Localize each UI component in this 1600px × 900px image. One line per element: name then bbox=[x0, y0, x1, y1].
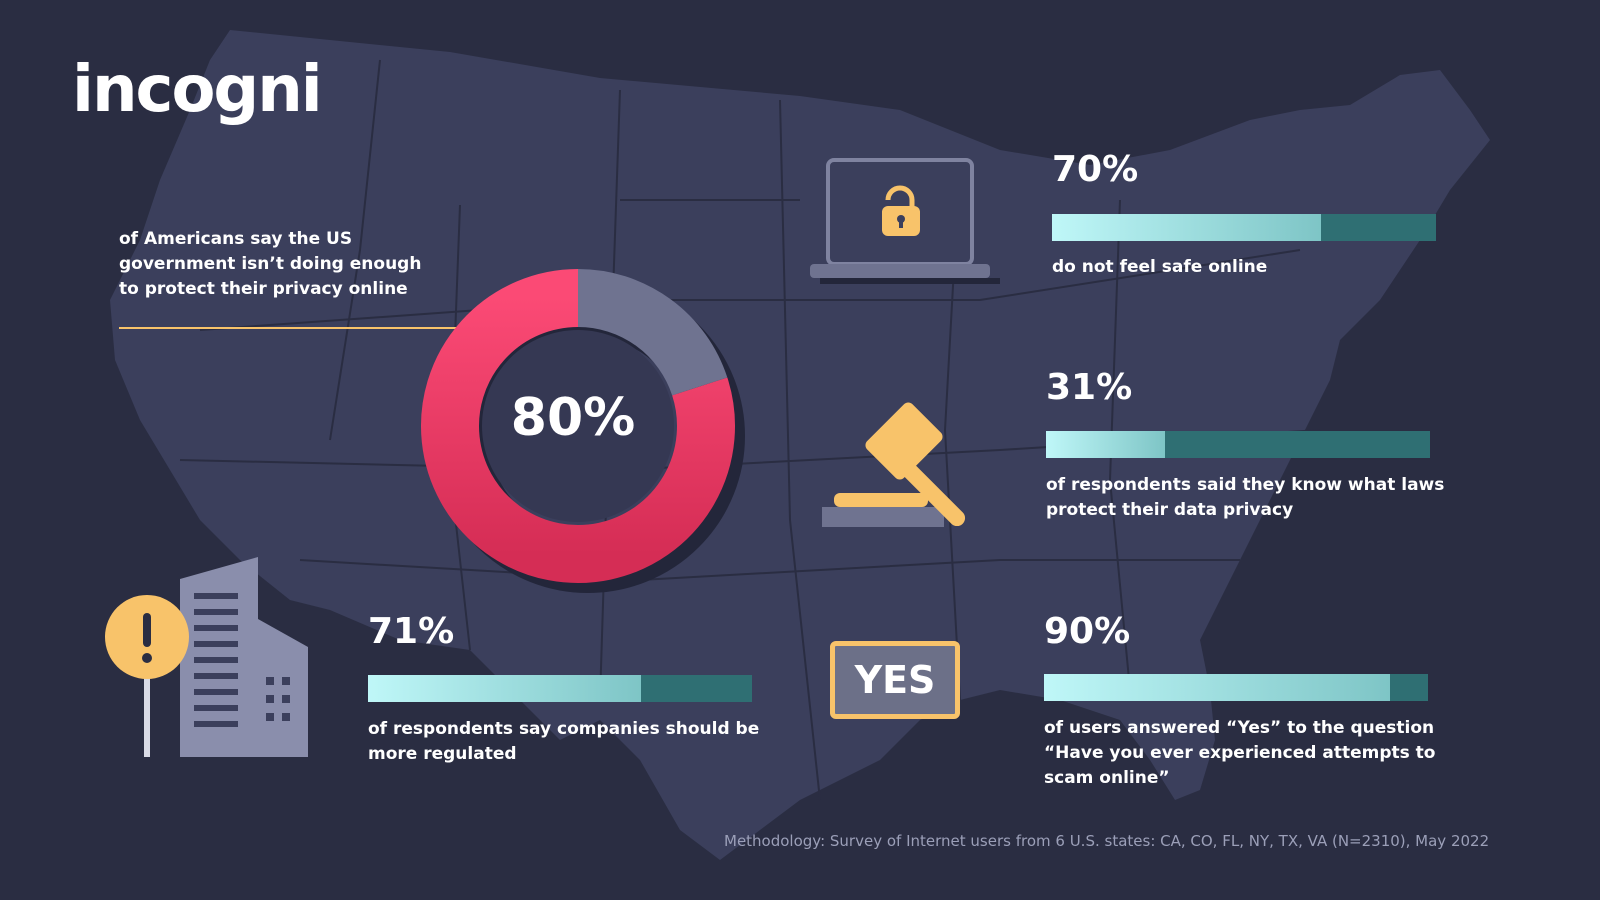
donut-value-label: 80% bbox=[510, 388, 636, 448]
stat-caption-1: do not feel safe online bbox=[1052, 257, 1268, 277]
stat-value-4: 90% bbox=[1044, 611, 1131, 652]
stat-bar-1 bbox=[1052, 214, 1436, 241]
donut-chart bbox=[421, 269, 745, 593]
methodology-note: Methodology: Survey of Internet users fr… bbox=[724, 832, 1490, 850]
stat-value-1: 70% bbox=[1052, 149, 1139, 190]
stat-caption-2: of respondents said they know what laws … bbox=[1046, 475, 1445, 520]
incogni-logo: incogni bbox=[72, 53, 323, 127]
stat-bar-fill-2 bbox=[1046, 431, 1166, 458]
stat-bar-fill-3 bbox=[368, 675, 641, 702]
stat-bar-2 bbox=[1046, 431, 1430, 458]
donut-connector bbox=[119, 323, 473, 333]
donut-slice-primary bbox=[421, 269, 735, 583]
stat-caption-4: of users answered “Yes” to the question … bbox=[1044, 718, 1436, 788]
yes-sign-icon: YES bbox=[830, 641, 960, 719]
donut-hole bbox=[482, 330, 674, 522]
stat-bar-4 bbox=[1044, 674, 1428, 701]
stat-bar-3 bbox=[368, 675, 752, 702]
laptop-unlocked-padlock-icon bbox=[810, 158, 1000, 284]
gavel-icon bbox=[822, 402, 966, 527]
warning-building-icon bbox=[105, 557, 308, 757]
stat-bar-fill-4 bbox=[1044, 674, 1390, 701]
stat-value-2: 31% bbox=[1046, 367, 1133, 408]
stat-bar-fill-1 bbox=[1052, 214, 1321, 241]
donut-slice-remainder bbox=[577, 269, 728, 397]
stat-caption-3: of respondents say companies should be m… bbox=[368, 719, 760, 764]
donut-caption: of Americans say the US government isn’t… bbox=[119, 229, 422, 299]
stat-value-3: 71% bbox=[368, 611, 455, 652]
